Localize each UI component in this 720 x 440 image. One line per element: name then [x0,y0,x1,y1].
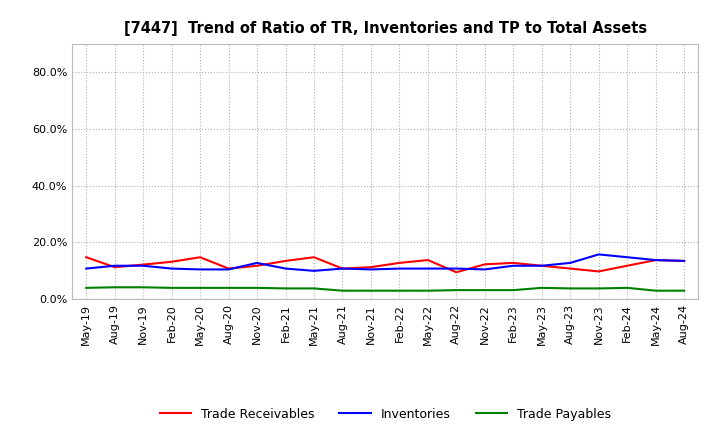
Inventories [110,263,119,268]
Trade Receivables [338,266,347,271]
Trade Receivables [652,257,660,263]
Trade Payables [623,285,631,290]
Inventories [595,252,603,257]
Trade Payables [366,288,375,293]
Trade Payables [509,287,518,293]
Trade Receivables [366,264,375,270]
Inventories [509,263,518,268]
Trade Receivables [167,259,176,264]
Inventories [652,257,660,263]
Trade Payables [196,285,204,290]
Inventories [566,260,575,266]
Trade Receivables [310,255,318,260]
Trade Payables [566,286,575,291]
Inventories [366,267,375,272]
Trade Receivables [537,263,546,268]
Trade Receivables [196,255,204,260]
Line: Trade Payables: Trade Payables [86,287,684,291]
Trade Receivables [423,257,432,263]
Trade Payables [480,287,489,293]
Inventories [82,266,91,271]
Trade Payables [110,285,119,290]
Inventories [310,268,318,274]
Trade Receivables [623,263,631,268]
Trade Payables [680,288,688,293]
Inventories [423,266,432,271]
Trade Receivables [395,260,404,266]
Inventories [139,263,148,268]
Inventories [537,263,546,268]
Trade Receivables [680,258,688,264]
Trade Payables [82,285,91,290]
Trade Payables [652,288,660,293]
Inventories [623,255,631,260]
Inventories [282,266,290,271]
Trade Payables [452,287,461,293]
Trade Payables [253,285,261,290]
Trade Receivables [566,266,575,271]
Trade Payables [423,288,432,293]
Trade Receivables [225,266,233,271]
Inventories [167,266,176,271]
Trade Payables [310,286,318,291]
Inventories [253,260,261,266]
Trade Receivables [253,263,261,268]
Trade Payables [395,288,404,293]
Trade Payables [595,286,603,291]
Trade Payables [225,285,233,290]
Trade Receivables [110,264,119,270]
Trade Receivables [509,260,518,266]
Trade Payables [537,285,546,290]
Inventories [395,266,404,271]
Inventories [452,266,461,271]
Trade Payables [139,285,148,290]
Trade Receivables [595,269,603,274]
Trade Payables [338,288,347,293]
Inventories [338,266,347,271]
Line: Trade Receivables: Trade Receivables [86,257,684,272]
Trade Receivables [139,262,148,267]
Inventories [196,267,204,272]
Trade Receivables [452,270,461,275]
Title: [7447]  Trend of Ratio of TR, Inventories and TP to Total Assets: [7447] Trend of Ratio of TR, Inventories… [124,21,647,36]
Inventories [225,267,233,272]
Trade Payables [282,286,290,291]
Trade Receivables [282,258,290,264]
Trade Payables [167,285,176,290]
Legend: Trade Receivables, Inventories, Trade Payables: Trade Receivables, Inventories, Trade Pa… [155,403,616,425]
Trade Receivables [480,262,489,267]
Inventories [480,267,489,272]
Line: Inventories: Inventories [86,254,684,271]
Trade Receivables [82,255,91,260]
Inventories [680,258,688,264]
